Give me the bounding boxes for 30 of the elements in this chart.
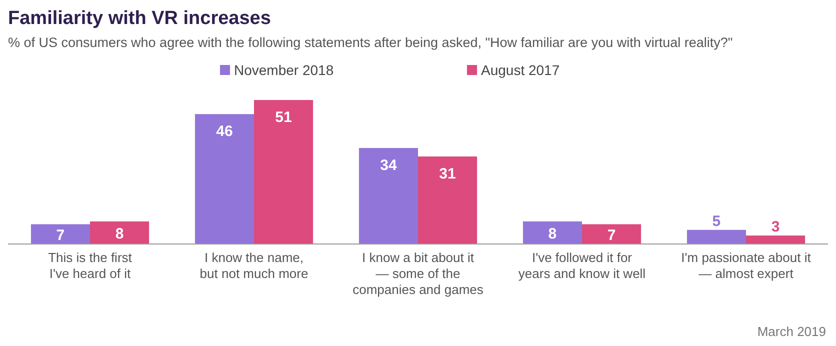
data-label: 5 [712,212,721,230]
data-label: 3 [771,218,780,236]
chart-subtitle: % of US consumers who agree with the following statements after being asked, "How familiar are you with virtual reality?" [8,35,733,50]
x-tick-label: I've followed it for years and know it well [518,250,646,281]
data-label: 8 [115,226,124,243]
bar [522,221,582,244]
bar [90,221,150,244]
bar [686,230,746,244]
x-tick-label: I know the name, but not much more [200,250,308,281]
text: March 2019 [757,324,826,339]
bar [254,100,314,244]
data-label: 31 [439,165,456,182]
bar [418,156,478,244]
legend-label: August 2017 [481,62,560,78]
bar [746,236,806,244]
x-tick-label: I'm passionate about it — almost expert [681,250,812,281]
data-label: 8 [548,226,557,243]
data-label: 46 [216,123,233,140]
data-label: 51 [275,109,292,126]
legend-label: November 2018 [234,62,334,78]
data-label: 7 [607,227,616,244]
bar [30,224,90,244]
data-label: 7 [56,227,65,244]
chart-title: Familiarity with VR increases [8,8,271,29]
bar [358,148,418,244]
data-label: 34 [380,157,398,174]
x-tick-label: I know a bit about it — some of the companies and games [352,250,484,297]
x-tick-label: This is the first I've heard of it [48,250,132,281]
bar [582,224,642,244]
bar [194,114,254,244]
